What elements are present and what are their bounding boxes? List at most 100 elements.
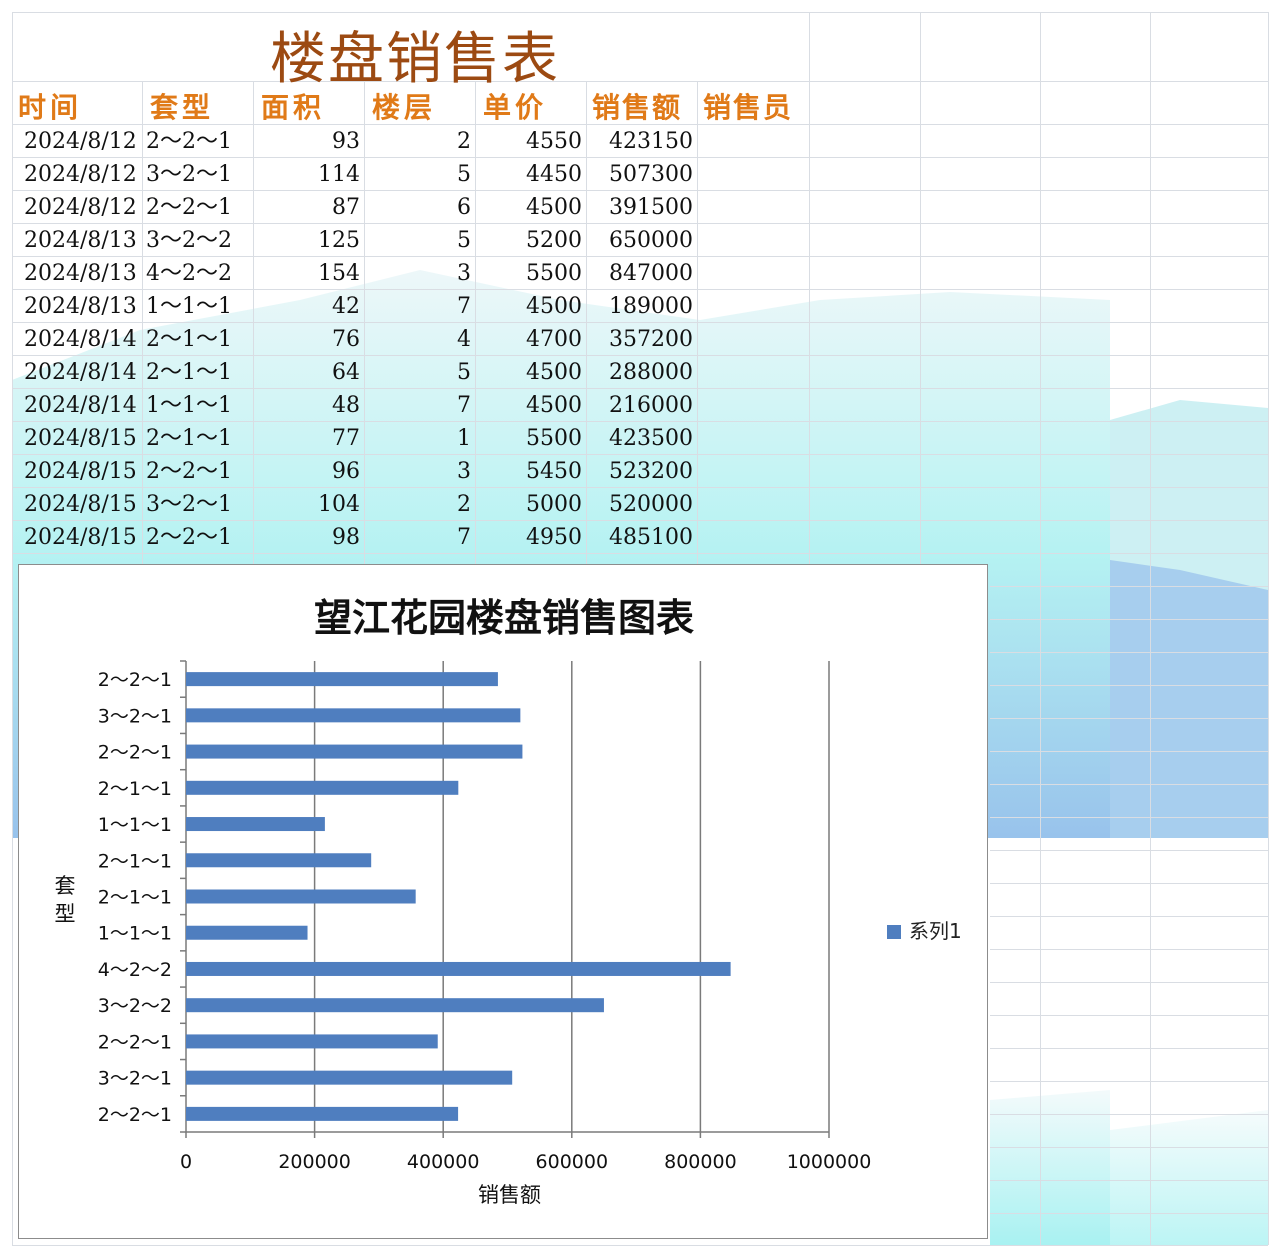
header-cell-time[interactable]: 时间 <box>18 91 83 124</box>
cell-floor[interactable]: 5 <box>457 162 471 187</box>
bar <box>186 853 372 868</box>
cell-area[interactable]: 114 <box>318 162 360 187</box>
cell-unit-price[interactable]: 4950 <box>526 525 582 550</box>
cell-area[interactable]: 93 <box>332 129 360 154</box>
cell-area[interactable]: 64 <box>332 360 360 385</box>
chart-plot-svg: 0 200000 400000 600000 800000 1000000 2〜2〜1 3〜2… <box>55 660 872 1207</box>
cell-unit-type[interactable]: 1〜1〜1 <box>146 294 232 319</box>
cell-unit-type[interactable]: 2〜1〜1 <box>146 327 232 352</box>
cell-unit-price[interactable]: 4500 <box>526 360 582 385</box>
cell-floor[interactable]: 2 <box>457 492 471 517</box>
cell-area[interactable]: 98 <box>332 525 360 550</box>
cell-unit-price[interactable]: 5500 <box>526 426 582 451</box>
header-cell-floor[interactable]: 楼层 <box>372 91 437 124</box>
cell-sales-amount[interactable]: 357200 <box>609 327 693 352</box>
cell-floor[interactable]: 5 <box>457 360 471 385</box>
legend-swatch <box>887 925 901 939</box>
cell-area[interactable]: 96 <box>332 459 360 484</box>
cell-area[interactable]: 104 <box>318 492 360 517</box>
cell-sales-amount[interactable]: 288000 <box>609 360 693 385</box>
cell-unit-price[interactable]: 4500 <box>526 195 582 220</box>
cell-floor[interactable]: 7 <box>457 393 471 418</box>
sales-bar-chart[interactable]: 望江花园楼盘销售图表 0 200000 400000 600000 800000 1000… <box>18 564 988 1239</box>
sheet-title[interactable]: 楼盘销售表 <box>270 27 560 92</box>
cell-sales-amount[interactable]: 523200 <box>609 459 693 484</box>
cell-unit-type[interactable]: 2〜2〜1 <box>146 129 232 154</box>
cell-floor[interactable]: 5 <box>457 228 471 253</box>
cell-unit-type[interactable]: 2〜1〜1 <box>146 426 232 451</box>
cell-unit-price[interactable]: 4700 <box>526 327 582 352</box>
header-cell-area[interactable]: 面积 <box>261 91 326 124</box>
cell-area[interactable]: 87 <box>332 195 360 220</box>
cell-time[interactable]: 2024/8/13 <box>24 228 137 253</box>
cell-time[interactable]: 2024/8/13 <box>24 294 137 319</box>
header-cell-unit-price[interactable]: 单价 <box>483 91 548 124</box>
cell-time[interactable]: 2024/8/14 <box>24 360 137 385</box>
cell-sales-amount[interactable]: 391500 <box>609 195 693 220</box>
cell-time[interactable]: 2024/8/15 <box>24 459 137 484</box>
bar <box>186 1106 459 1121</box>
cell-unit-type[interactable]: 1〜1〜1 <box>146 393 232 418</box>
y-tick-label: 2〜1〜1 <box>98 850 172 872</box>
cell-floor[interactable]: 7 <box>457 525 471 550</box>
cell-sales-amount[interactable]: 507300 <box>609 162 693 187</box>
x-tick-label: 200000 <box>278 1151 351 1173</box>
cell-unit-type[interactable]: 3〜2〜1 <box>146 492 232 517</box>
cell-sales-amount[interactable]: 189000 <box>609 294 693 319</box>
header-cell-unit-type[interactable]: 套型 <box>150 91 215 124</box>
cell-unit-type[interactable]: 2〜2〜1 <box>146 195 232 220</box>
cell-area[interactable]: 48 <box>332 393 360 418</box>
cell-area[interactable]: 42 <box>332 294 360 319</box>
cell-area[interactable]: 154 <box>318 261 360 286</box>
chart-legend[interactable]: 系列1 <box>887 915 962 944</box>
bar <box>186 889 416 904</box>
cell-unit-price[interactable]: 4500 <box>526 294 582 319</box>
cell-unit-price[interactable]: 5500 <box>526 261 582 286</box>
cell-time[interactable]: 2024/8/15 <box>24 492 137 517</box>
cell-time[interactable]: 2024/8/14 <box>24 393 137 418</box>
cell-unit-type[interactable]: 2〜2〜1 <box>146 459 232 484</box>
cell-floor[interactable]: 2 <box>457 129 471 154</box>
cell-time[interactable]: 2024/8/12 <box>24 195 137 220</box>
cell-unit-price[interactable]: 4500 <box>526 393 582 418</box>
cell-area[interactable]: 125 <box>318 228 360 253</box>
cell-unit-type[interactable]: 2〜2〜1 <box>146 525 232 550</box>
cell-floor[interactable]: 4 <box>457 327 471 352</box>
cell-floor[interactable]: 3 <box>457 261 471 286</box>
cell-time[interactable]: 2024/8/12 <box>24 162 137 187</box>
cell-unit-price[interactable]: 5200 <box>526 228 582 253</box>
y-tick-label: 3〜2〜1 <box>98 1068 172 1090</box>
y-tick-label: 4〜2〜2 <box>98 959 172 981</box>
header-cell-salesperson[interactable]: 销售员 <box>703 91 794 124</box>
cell-unit-type[interactable]: 4〜2〜2 <box>146 261 232 286</box>
x-tick-label: 1000000 <box>787 1151 872 1173</box>
cell-unit-price[interactable]: 4450 <box>526 162 582 187</box>
cell-sales-amount[interactable]: 216000 <box>609 393 693 418</box>
cell-unit-price[interactable]: 5000 <box>526 492 582 517</box>
cell-time[interactable]: 2024/8/12 <box>24 129 137 154</box>
cell-time[interactable]: 2024/8/13 <box>24 261 137 286</box>
cell-unit-price[interactable]: 4550 <box>526 129 582 154</box>
cell-sales-amount[interactable]: 485100 <box>609 525 693 550</box>
cell-unit-type[interactable]: 3〜2〜2 <box>146 228 232 253</box>
cell-sales-amount[interactable]: 423500 <box>609 426 693 451</box>
cell-time[interactable]: 2024/8/15 <box>24 525 137 550</box>
cell-sales-amount[interactable]: 847000 <box>609 261 693 286</box>
header-cell-sales-amount[interactable]: 销售额 <box>592 91 683 124</box>
cell-floor[interactable]: 1 <box>457 426 471 451</box>
cell-unit-type[interactable]: 3〜2〜1 <box>146 162 232 187</box>
cell-floor[interactable]: 6 <box>457 195 471 220</box>
bar <box>186 961 731 976</box>
cell-time[interactable]: 2024/8/15 <box>24 426 137 451</box>
cell-unit-price[interactable]: 5450 <box>526 459 582 484</box>
cell-area[interactable]: 77 <box>332 426 360 451</box>
cell-area[interactable]: 76 <box>332 327 360 352</box>
cell-time[interactable]: 2024/8/14 <box>24 327 137 352</box>
cell-floor[interactable]: 7 <box>457 294 471 319</box>
cell-sales-amount[interactable]: 520000 <box>609 492 693 517</box>
cell-sales-amount[interactable]: 650000 <box>609 228 693 253</box>
cell-floor[interactable]: 3 <box>457 459 471 484</box>
cell-sales-amount[interactable]: 423150 <box>609 129 693 154</box>
cell-unit-type[interactable]: 2〜1〜1 <box>146 360 232 385</box>
